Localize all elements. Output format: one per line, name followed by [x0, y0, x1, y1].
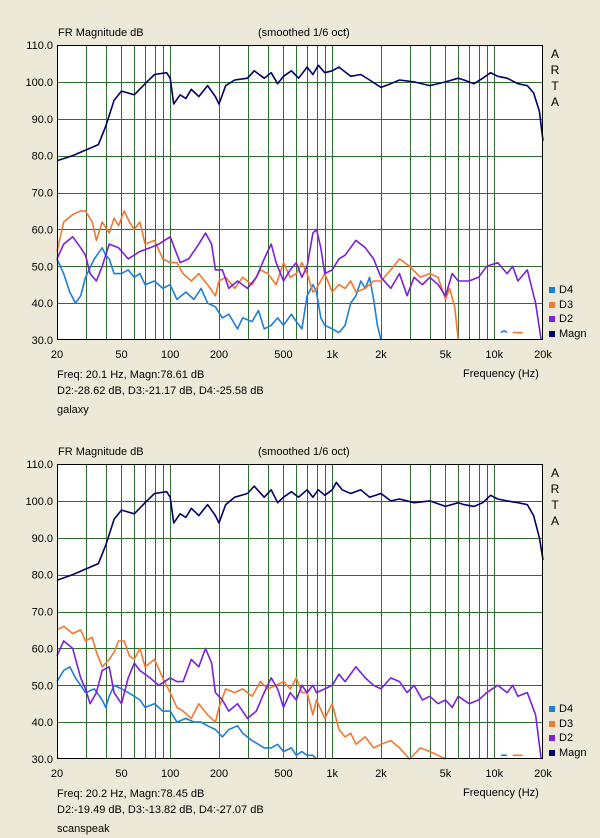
plot-area	[57, 464, 543, 759]
legend-swatch	[549, 301, 555, 308]
legend-label: Magn	[559, 746, 587, 759]
legend-swatch	[549, 749, 555, 756]
x-tick-label: 20k	[534, 768, 552, 780]
series	[56, 481, 544, 760]
x-tick-label: 5k	[440, 349, 452, 361]
x-tick-label: 200	[210, 349, 228, 361]
chart-title: FR Magnitude dB	[58, 27, 144, 39]
series-line-d4	[56, 666, 318, 760]
chart-panel-galaxy: FR Magnitude dB (smoothed 1/6 oct) 30.0 4…	[25, 27, 587, 416]
x-axis-label: Frequency (Hz)	[463, 368, 539, 380]
legend-swatch	[549, 720, 555, 727]
legend-item-d4: D4	[549, 702, 587, 717]
plot-svg: 30.0 40.0 50.0 60.0 70.0 80.0 90.0 100.0 110.0 20…	[25, 459, 552, 780]
legend: D4 D3 D2 Magn	[549, 283, 587, 341]
x-tick-label: 2k	[375, 768, 387, 780]
series-line-d3	[56, 625, 446, 760]
legend-label: D4	[559, 284, 574, 297]
legend-item-magn: Magn	[549, 327, 587, 342]
y-tick-label: 80.0	[32, 151, 53, 163]
y-tick-label: 100.0	[25, 77, 53, 89]
y-tick-label: 50.0	[32, 680, 53, 692]
y-tick-label: 90.0	[32, 533, 53, 545]
x-tick-label: 10k	[485, 349, 503, 361]
legend-label: D2	[559, 732, 574, 745]
x-tick-label: 50	[115, 349, 127, 361]
legend-label: D3	[559, 298, 574, 311]
legend-swatch	[549, 735, 555, 742]
x-tick-label: 500	[274, 768, 292, 780]
plot-frame	[57, 464, 543, 759]
chart-panel-scanspeak: FR Magnitude dB (smoothed 1/6 oct) 30.0 4…	[0, 419, 600, 838]
cursor-readout-distortion: D2:-28.62 dB, D3:-21.17 dB, D4:-25.58 dB	[57, 385, 264, 397]
x-tick-label: 100	[161, 349, 179, 361]
series	[56, 64, 544, 341]
y-tick-label: 110.0	[26, 459, 53, 471]
y-tick-label: 80.0	[32, 570, 53, 582]
legend-item-d2: D2	[549, 312, 587, 327]
chart-subtitle: (smoothed 1/6 oct)	[258, 446, 350, 458]
chart-title: FR Magnitude dB	[58, 446, 144, 458]
series-line-d2	[56, 640, 542, 760]
legend-label: D3	[559, 717, 574, 730]
arta-logo: A R T A	[550, 466, 560, 528]
cursor-readout-freq: Freq: 20.2 Hz, Magn:78.45 dB	[57, 788, 205, 800]
x-tick-label: 1k	[326, 768, 338, 780]
legend-item-d2: D2	[549, 731, 587, 746]
cursor-readout-freq: Freq: 20.1 Hz, Magn:78.61 dB	[57, 369, 205, 381]
legend-swatch	[549, 287, 555, 294]
series-line-magn	[56, 481, 544, 581]
legend-label: D2	[559, 313, 574, 326]
x-tick-label: 50	[115, 768, 127, 780]
x-tick-label: 5k	[440, 768, 452, 780]
legend-label: Magn	[559, 327, 587, 340]
cursor-readout-distortion: D2:-19.49 dB, D3:-13.82 dB, D4:-27.07 dB	[57, 804, 264, 816]
series-line-d3	[56, 210, 460, 341]
series-line-d4-tail	[500, 330, 508, 334]
plot-area	[57, 45, 543, 340]
y-tick-label: 90.0	[32, 114, 53, 126]
y-tick-label: 50.0	[32, 261, 53, 273]
x-tick-label: 10k	[485, 768, 503, 780]
plot-frame	[57, 45, 543, 340]
y-tick-label: 40.0	[32, 298, 53, 310]
y-tick-label: 30.0	[32, 754, 53, 766]
y-tick-label: 40.0	[32, 717, 53, 729]
legend-swatch	[549, 316, 555, 323]
legend-item-d3: D3	[549, 298, 587, 313]
series-line-d2	[56, 228, 542, 341]
x-tick-label: 20	[51, 768, 63, 780]
x-tick-label: 1k	[326, 349, 338, 361]
x-tick-label: 20k	[534, 349, 552, 361]
y-tick-label: 30.0	[32, 335, 53, 347]
measurement-name: scanspeak	[57, 823, 110, 835]
y-tick-label: 70.0	[32, 607, 53, 619]
y-tick-label: 110.0	[26, 40, 53, 52]
legend-item-d3: D3	[549, 717, 587, 732]
y-tick-label: 60.0	[32, 643, 53, 655]
y-tick-label: 100.0	[25, 496, 53, 508]
series-line-magn	[56, 64, 544, 162]
measurement-name: galaxy	[57, 404, 89, 416]
series-line-d4	[56, 247, 382, 341]
legend-label: D4	[559, 703, 574, 716]
x-tick-label: 500	[274, 349, 292, 361]
grid	[57, 45, 543, 340]
x-tick-label: 2k	[375, 349, 387, 361]
arta-logo: A R T A	[550, 47, 560, 109]
y-tick-label: 70.0	[32, 188, 53, 200]
legend-item-magn: Magn	[549, 746, 587, 761]
legend-swatch	[549, 706, 555, 713]
legend-item-d4: D4	[549, 283, 587, 298]
legend: D4 D3 D2 Magn	[549, 702, 587, 760]
y-tick-label: 60.0	[32, 224, 53, 236]
legend-swatch	[549, 330, 555, 337]
x-tick-label: 100	[161, 768, 179, 780]
x-tick-label: 200	[210, 768, 228, 780]
chart-subtitle: (smoothed 1/6 oct)	[258, 27, 350, 39]
x-axis-label: Frequency (Hz)	[463, 787, 539, 799]
x-tick-label: 20	[51, 349, 63, 361]
plot-svg: 30.0 40.0 50.0 60.0 70.0 80.0 90.0 100.0 110.0 20…	[25, 40, 552, 361]
